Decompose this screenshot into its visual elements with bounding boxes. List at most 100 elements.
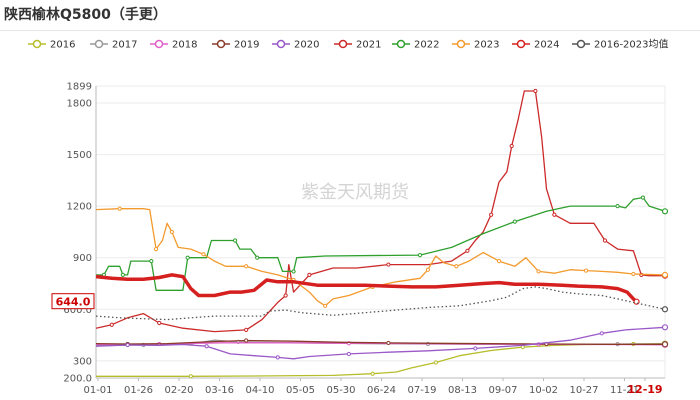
series-point — [153, 247, 159, 252]
series-point — [640, 195, 645, 200]
x-tick-label: 02-20 — [164, 385, 193, 396]
x-tick-label: 07-19 — [407, 385, 436, 396]
series-line — [95, 326, 666, 360]
series-point — [244, 264, 249, 269]
legend-swatch-dot — [94, 39, 104, 49]
series-point — [454, 264, 459, 269]
series-point — [275, 355, 280, 360]
x-tick-label: 04-10 — [245, 385, 274, 396]
series-point — [473, 346, 478, 351]
series-line — [95, 90, 665, 333]
series-point — [465, 248, 470, 253]
legend-item[interactable]: 2022 — [392, 40, 439, 51]
series-point — [125, 342, 130, 348]
legend-swatch-dot — [576, 39, 586, 49]
series-point — [615, 204, 620, 209]
series-line — [96, 196, 666, 291]
series-point — [583, 268, 589, 273]
legend-label: 2023 — [474, 40, 499, 51]
series-point — [201, 252, 206, 257]
y-tick-label: 900 — [73, 253, 92, 264]
series-point — [188, 374, 193, 379]
y-tick-label: 1500 — [67, 150, 92, 161]
legend-label: 2019 — [234, 40, 259, 51]
series-end-point — [661, 324, 669, 331]
series-point — [157, 320, 162, 326]
series-point — [244, 327, 249, 332]
legend-label: 2020 — [294, 40, 319, 51]
legend-swatch-dot — [32, 39, 42, 49]
legend-label: 2017 — [112, 40, 137, 51]
legend-swatch-dot — [456, 39, 466, 49]
y-tick-label: 200.0 — [63, 374, 92, 385]
legend-label: 2018 — [172, 40, 197, 51]
series-point — [496, 259, 502, 264]
legend-label: 2024 — [534, 40, 559, 51]
x-tick-label: 05-05 — [286, 385, 315, 396]
series-point — [109, 322, 114, 327]
x-tick-label-highlight: 12-19 — [627, 383, 662, 396]
x-tick-label: 01-01 — [83, 385, 112, 396]
legend-item[interactable]: 2020 — [272, 40, 319, 51]
legend-item[interactable]: 2016-2023均值 — [572, 38, 669, 51]
legend-item[interactable]: 2024 — [512, 40, 559, 51]
y-tick-label: 600.0 — [63, 305, 92, 316]
legend-item[interactable]: 2017 — [90, 40, 137, 51]
x-tick-label: 03-16 — [205, 385, 234, 396]
series-point — [533, 88, 538, 94]
series-point — [489, 212, 494, 217]
last-value-badge — [51, 293, 95, 310]
last-value-label: 644.0 — [56, 296, 91, 309]
series-point — [386, 262, 391, 267]
legend-label: 2022 — [414, 40, 439, 51]
series-point — [346, 351, 351, 357]
series-end-point — [661, 341, 669, 348]
legend-swatch-dot — [154, 39, 164, 49]
legend-swatch-dot — [396, 39, 406, 49]
x-axis: 01-01 01-26 02-20 03-16 04-10 05-05 05-30 06-24… — [83, 378, 663, 396]
series-line — [95, 273, 638, 303]
series-point — [602, 238, 608, 243]
series-point — [244, 338, 249, 343]
series-point — [149, 259, 154, 264]
series-point — [323, 303, 328, 308]
series-point — [232, 238, 238, 243]
series-point — [283, 293, 288, 298]
legend-swatch-dot — [216, 39, 226, 49]
legend-swatch-dot — [338, 39, 348, 49]
series-end-point — [661, 271, 669, 278]
legend-label: 2021 — [356, 40, 381, 51]
series-point — [425, 267, 431, 272]
series-point — [631, 271, 636, 277]
series-point — [552, 212, 557, 217]
series-point — [433, 360, 438, 365]
x-tick-label: 01-26 — [124, 385, 153, 396]
chart-grid — [95, 85, 666, 379]
series-point — [307, 272, 312, 277]
series-point — [536, 269, 541, 274]
legend-label: 2016 — [50, 40, 75, 51]
x-tick-label: 09-07 — [488, 385, 517, 396]
series-point — [386, 340, 391, 346]
legend-item[interactable]: 2023 — [452, 40, 499, 51]
series-point — [185, 255, 190, 260]
series-end-point — [661, 306, 669, 313]
watermark-text: 紫金天风期货 — [301, 182, 409, 203]
legend-item[interactable]: 2019 — [212, 40, 259, 51]
series-line — [95, 286, 666, 321]
legend-label: 2016-2023均值 — [594, 38, 669, 51]
legend-swatch-dot — [516, 39, 526, 49]
title-divider — [0, 30, 700, 31]
legend-swatch-dot — [276, 39, 286, 49]
series-point — [117, 206, 122, 211]
legend-item[interactable]: 2018 — [150, 40, 197, 51]
series-point — [291, 269, 296, 274]
x-tick-label: 06-24 — [367, 385, 396, 396]
legend-item[interactable]: 2021 — [334, 40, 381, 51]
value-badges: 644.0 — [51, 293, 95, 310]
y-tick-label: 1800 — [67, 99, 92, 110]
y-tick-label: 300 — [73, 356, 92, 367]
y-tick-label: 1899 — [67, 82, 92, 93]
series-point — [599, 331, 604, 336]
legend-item[interactable]: 2016 — [28, 40, 75, 51]
